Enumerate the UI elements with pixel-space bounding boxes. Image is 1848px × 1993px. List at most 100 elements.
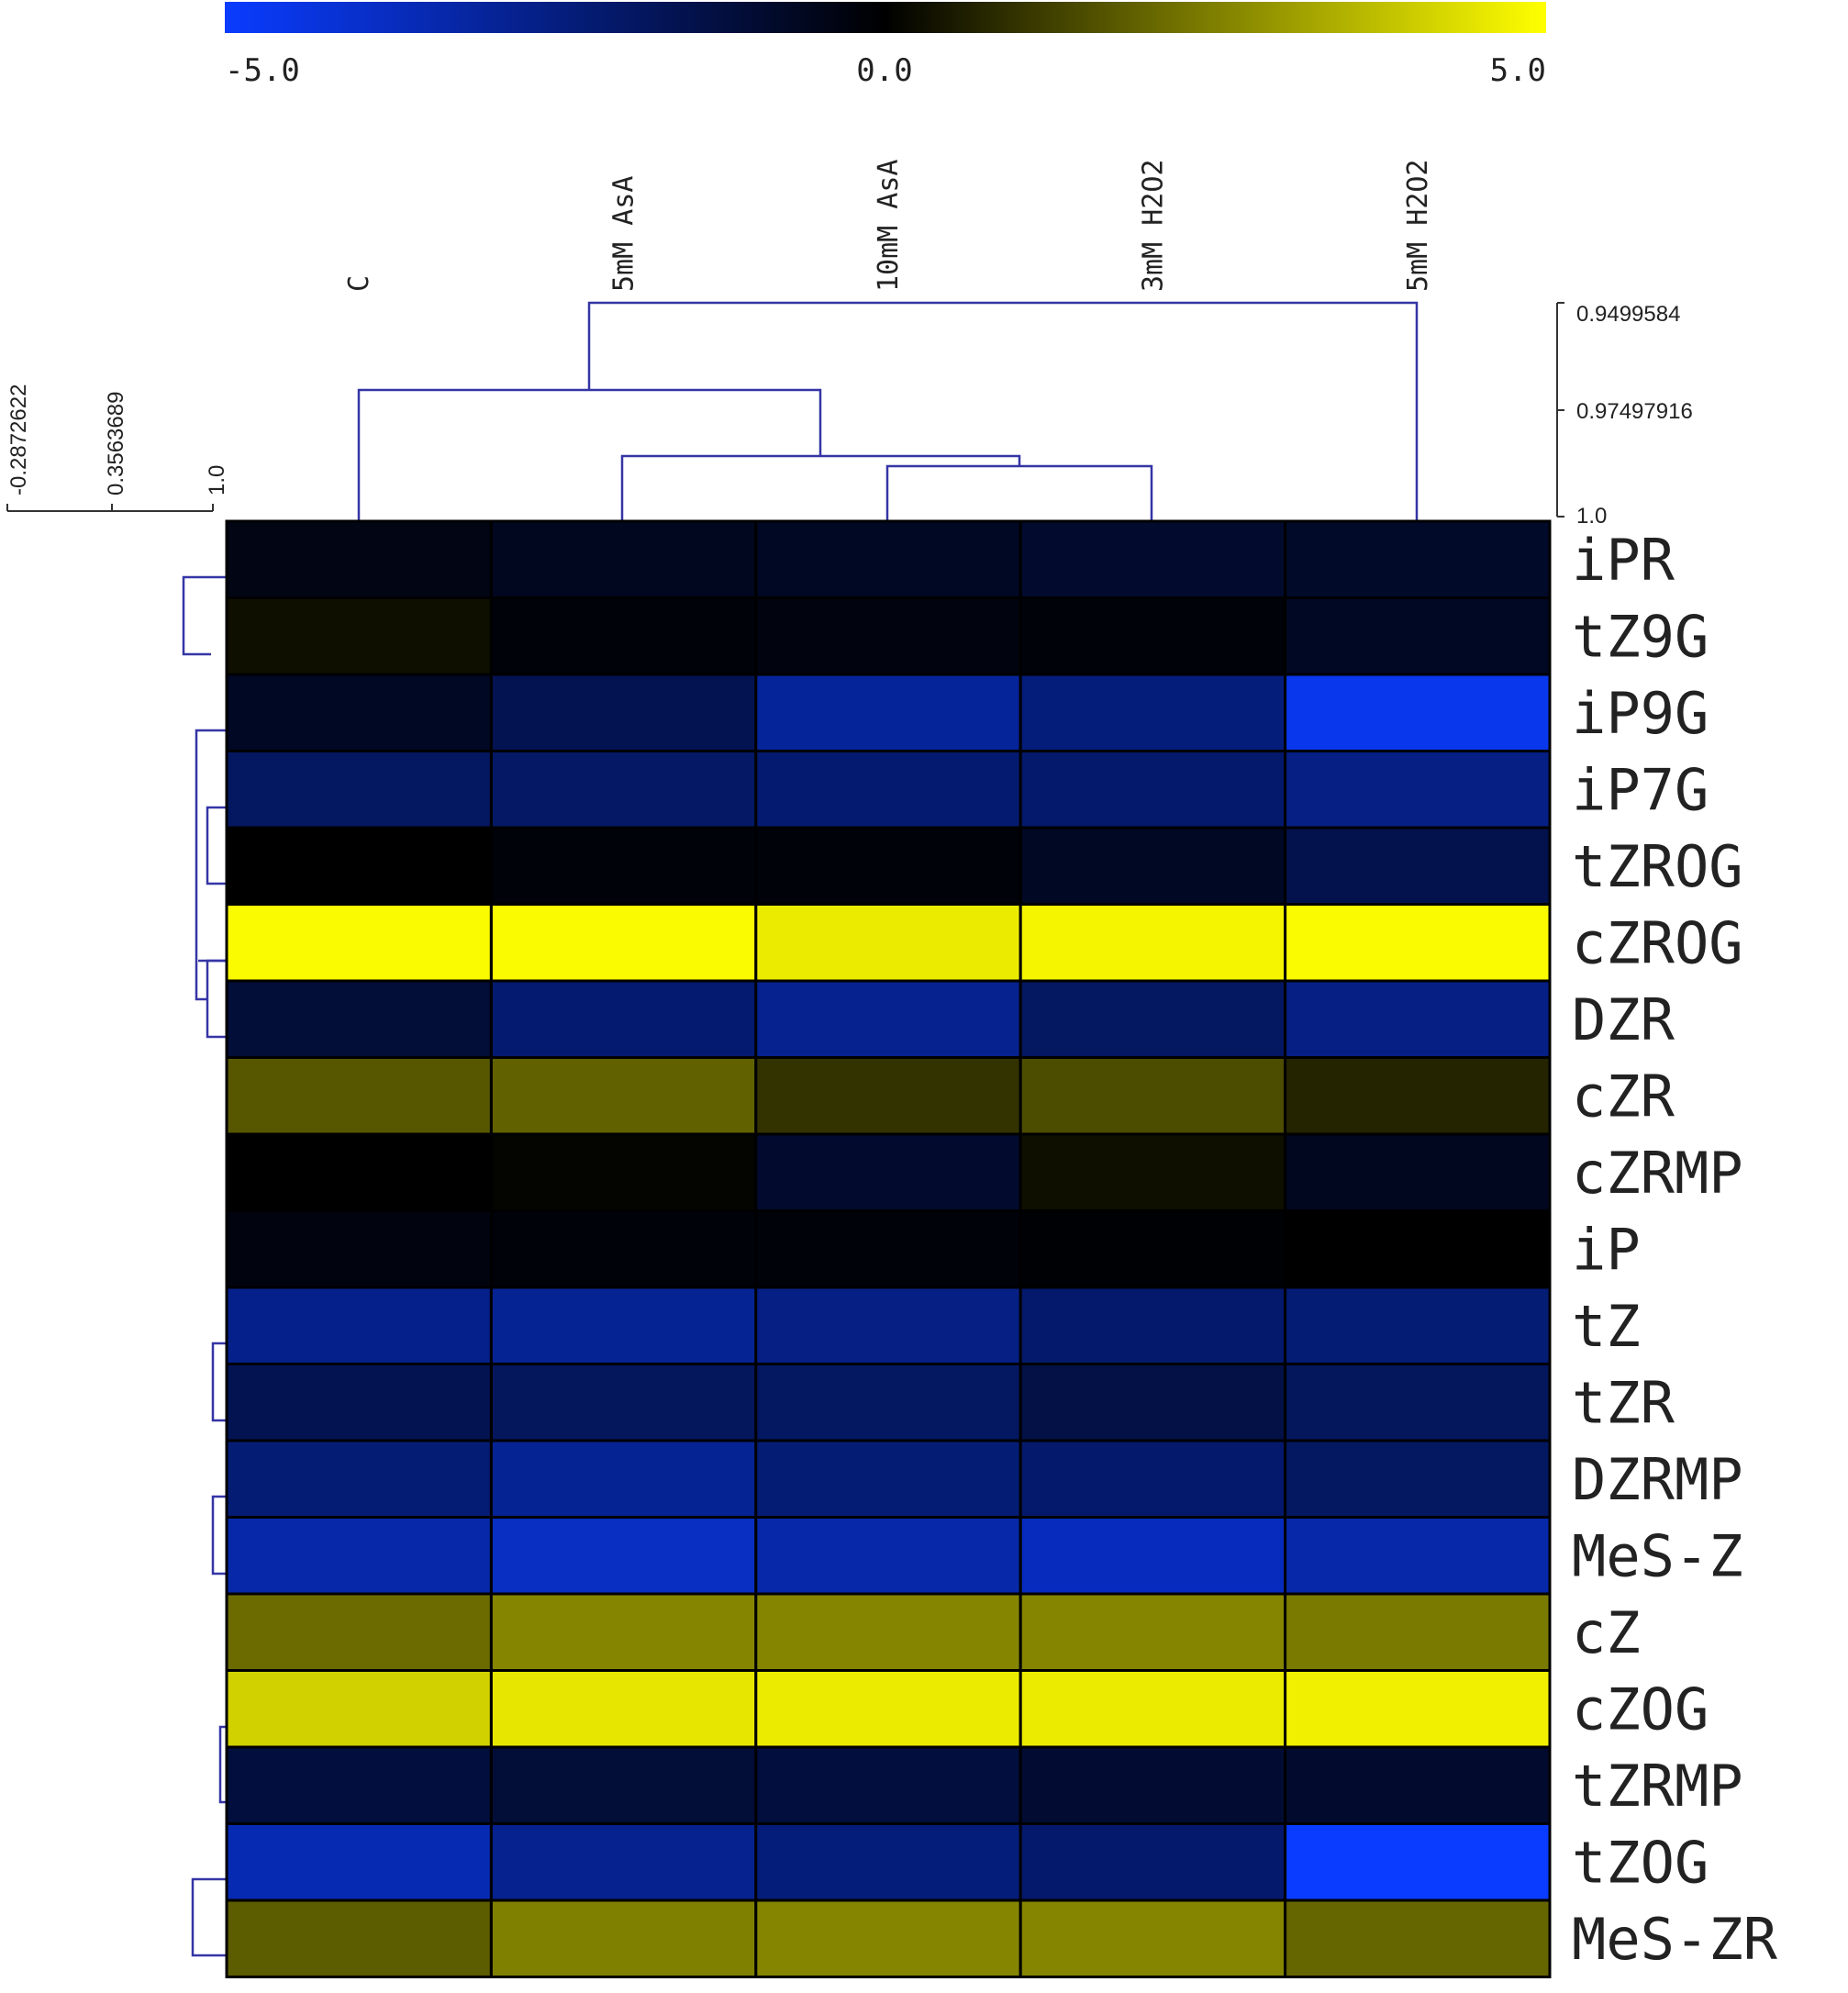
- column-label: 10mM AsA: [873, 160, 905, 293]
- heatmap-cell: [1284, 1056, 1552, 1136]
- heatmap-cell: [489, 1898, 758, 1978]
- heatmap-cell: [225, 1209, 493, 1289]
- heatmap-cell: [1284, 903, 1552, 983]
- heatmap-cell: [1019, 1669, 1287, 1749]
- heatmap-cell: [225, 903, 493, 983]
- heatmap-cell: [1284, 1516, 1552, 1596]
- heatmap-cell: [754, 903, 1022, 983]
- heatmap-cell: [489, 1439, 758, 1519]
- heatmap-cell: [754, 1592, 1022, 1672]
- heatmap-cell: [1284, 826, 1552, 906]
- row-label: tZROG: [1572, 833, 1743, 900]
- heatmap-cell: [225, 1286, 493, 1365]
- heatmap-cell: [489, 1209, 758, 1289]
- heatmap-cell: [225, 1592, 493, 1672]
- heatmap-cell: [225, 1056, 493, 1136]
- heatmap-cell: [754, 1056, 1022, 1136]
- heatmap-cell: [1019, 1056, 1287, 1136]
- heatmap-cell: [754, 1745, 1022, 1825]
- heatmap-cell: [754, 1669, 1022, 1749]
- heatmap-cell: [1019, 673, 1287, 752]
- heatmap-cell: [1284, 1132, 1552, 1212]
- heatmap-cell: [1019, 750, 1287, 829]
- heatmap-cell: [1284, 1822, 1552, 1902]
- heatmap-cell: [1019, 1592, 1287, 1672]
- row-dendrogram: [182, 575, 227, 1957]
- row-label: MeS-Z: [1572, 1522, 1743, 1589]
- heatmap-cell: [1019, 1363, 1287, 1442]
- row-label: cZRMP: [1572, 1140, 1743, 1207]
- heatmap-cell: [754, 979, 1022, 1059]
- heatmap-cell: [1284, 1898, 1552, 1978]
- heatmap-cell: [754, 596, 1022, 676]
- row-label: iP7G: [1572, 756, 1709, 823]
- heatmap-cell: [754, 519, 1022, 599]
- row-label: tZ9G: [1572, 603, 1709, 670]
- heatmap-cell: [1284, 1669, 1552, 1749]
- heatmap-cells: [225, 519, 1552, 1978]
- heatmap-cell: [1284, 596, 1552, 676]
- heatmap-cell: [489, 1286, 758, 1365]
- heatmap-cell: [754, 1439, 1022, 1519]
- heatmap-cell: [489, 519, 758, 599]
- heatmap-cell: [489, 1669, 758, 1749]
- heatmap-cell: [1284, 1363, 1552, 1442]
- heatmap-cell: [225, 1516, 493, 1596]
- heatmap-cell: [1284, 673, 1552, 752]
- row-label: tZRMP: [1572, 1753, 1743, 1820]
- heatmap-cell: [754, 1516, 1022, 1596]
- heatmap-cell: [754, 826, 1022, 906]
- heatmap-cell: [489, 826, 758, 906]
- heatmap-cell: [225, 596, 493, 676]
- row-scale-label-mid: 0.3563689: [104, 392, 128, 495]
- heatmap-cell: [1019, 1439, 1287, 1519]
- row-label: tZ: [1572, 1293, 1641, 1360]
- row-label: MeS-ZR: [1572, 1906, 1778, 1973]
- heatmap-cell: [1019, 1516, 1287, 1596]
- heatmap-cell: [754, 1898, 1022, 1978]
- column-label: 3mM H2O2: [1137, 160, 1169, 293]
- row-scale-label-left: -0.2872622: [6, 384, 31, 495]
- row-label: DZR: [1572, 986, 1675, 1053]
- heatmap-cell: [1019, 903, 1287, 983]
- column-scale-label-bottom: 1.0: [1576, 504, 1607, 529]
- heatmap-cell: [489, 1592, 758, 1672]
- heatmap-cell: [1019, 979, 1287, 1059]
- row-labels: iPR tZ9G iP9G iP7G tZROG cZROG DZR cZR cZRMP iP tZ…: [1572, 527, 1778, 1973]
- heatmap-cell: [754, 1132, 1022, 1212]
- row-label: iP: [1572, 1216, 1641, 1283]
- heatmap-cell: [754, 1363, 1022, 1442]
- heatmap-cell: [1019, 1898, 1287, 1978]
- heatmap-cell: [225, 1132, 493, 1212]
- heatmap-cell: [1019, 519, 1287, 599]
- heatmap-cell: [489, 903, 758, 983]
- heatmap-cell: [489, 673, 758, 752]
- row-dendrogram-scale: -0.2872622 0.3563689 1.0: [6, 384, 229, 512]
- heatmap-cell: [489, 750, 758, 829]
- colorbar: [225, 2, 1546, 33]
- heatmap-cell: [1284, 1745, 1552, 1825]
- heatmap-cell: [225, 979, 493, 1059]
- heatmap-cell: [489, 1745, 758, 1825]
- heatmap-cell: [1019, 1745, 1287, 1825]
- heatmap-cell: [225, 519, 493, 599]
- heatmap-cell: [1019, 1132, 1287, 1212]
- column-label: 5mM AsA: [608, 176, 640, 292]
- row-label: tZOG: [1572, 1829, 1709, 1896]
- column-scale-label-mid: 0.97497916: [1576, 399, 1693, 424]
- column-labels: C 5mM AsA 10mM AsA 3mM H2O2 5mM H2O2: [343, 160, 1434, 293]
- heatmap-cell: [754, 1286, 1022, 1365]
- colorbar-min-label: -5.0: [225, 52, 300, 89]
- heatmap-cell: [754, 673, 1022, 752]
- heatmap-cell: [489, 596, 758, 676]
- row-label: iP9G: [1572, 680, 1709, 747]
- colorbar-mid-label: 0.0: [856, 52, 912, 89]
- heatmap-cell: [225, 1669, 493, 1749]
- heatmap-cell: [225, 1363, 493, 1442]
- heatmap-cell: [1284, 519, 1552, 599]
- heatmap-cell: [225, 826, 493, 906]
- heatmap-cell: [1019, 596, 1287, 676]
- heatmap-cell: [489, 979, 758, 1059]
- row-label: tZR: [1572, 1369, 1675, 1436]
- column-dendrogram: [357, 301, 1419, 521]
